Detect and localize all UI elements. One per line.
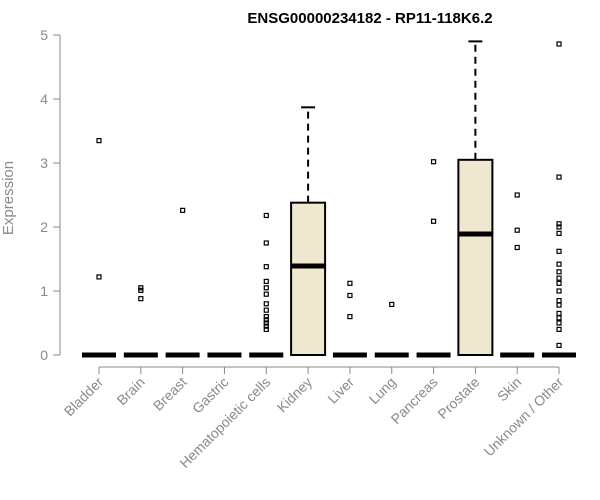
outlier-point	[430, 218, 437, 224]
outlier-point	[556, 326, 562, 332]
y-tick-label: 0	[40, 347, 48, 363]
x-tick-label: Liver	[324, 374, 357, 407]
box-group	[82, 138, 116, 358]
outlier-point	[556, 248, 562, 254]
outlier-point	[556, 275, 562, 281]
x-tick-label: Skin	[494, 374, 525, 405]
box-group	[123, 285, 158, 358]
x-tick-label: Bladder	[61, 374, 107, 420]
outlier-point	[138, 296, 144, 302]
outlier-point	[263, 326, 269, 332]
y-axis: 0 1 2 3 4 5	[40, 27, 61, 363]
outlier-point	[556, 310, 562, 316]
outlier-point	[347, 280, 353, 286]
outlier-point	[96, 138, 102, 144]
outlier-point	[263, 212, 269, 219]
y-tick-label: 2	[40, 219, 48, 235]
box-group	[332, 280, 367, 358]
box	[290, 201, 327, 356]
outlier-point	[347, 314, 353, 320]
y-axis-label: Expression	[0, 161, 17, 235]
outlier-point	[556, 302, 562, 308]
outlier-point	[556, 261, 562, 267]
outlier-point	[263, 320, 269, 326]
y-tick-label: 3	[40, 155, 48, 171]
outlier-point	[556, 224, 562, 230]
outlier-point	[514, 192, 520, 198]
x-tick-label: Brain	[114, 374, 148, 408]
box-group	[457, 40, 494, 356]
outlier-point	[514, 227, 520, 233]
outlier-point	[556, 174, 562, 180]
outlier-point	[263, 314, 269, 320]
outlier-point	[389, 301, 395, 308]
y-tick-label: 4	[40, 91, 48, 107]
outlier-point	[263, 264, 269, 270]
outlier-point	[263, 317, 269, 323]
outlier-point	[263, 240, 269, 246]
y-tick-label: 5	[40, 27, 48, 43]
box-group	[500, 192, 535, 358]
outlier-point	[263, 307, 269, 313]
outlier-point	[556, 342, 562, 348]
outlier-point	[180, 207, 186, 213]
box-group	[416, 159, 451, 358]
x-tick-label: Breast	[150, 374, 190, 414]
outlier-point	[556, 320, 562, 326]
box	[457, 158, 494, 356]
outlier-point	[96, 274, 102, 280]
outlier-point	[556, 269, 562, 275]
chart-title: ENSG00000234182 - RP11-118K6.2	[247, 10, 492, 27]
outlier-point	[347, 292, 353, 299]
outlier-point	[263, 285, 269, 291]
outlier-point	[556, 288, 562, 294]
outlier-point	[514, 244, 520, 251]
x-tick-label: Lung	[366, 374, 399, 407]
outlier-point	[263, 323, 269, 329]
outlier-point	[556, 230, 562, 236]
x-tick-label: Prostate	[434, 374, 482, 422]
outlier-point	[263, 291, 269, 297]
box-group	[165, 207, 200, 358]
outlier-point	[556, 280, 562, 286]
outlier-point	[556, 315, 562, 321]
outlier-point	[430, 159, 437, 165]
outlier-point	[263, 301, 269, 307]
box-group	[290, 106, 327, 356]
box-group	[542, 41, 577, 358]
x-tick-label: Kidney	[274, 374, 316, 416]
box-group	[249, 212, 284, 358]
outlier-point	[263, 278, 269, 284]
outlier-point	[138, 285, 144, 291]
plot-area	[82, 40, 577, 358]
outlier-point	[556, 298, 562, 304]
box-group	[374, 301, 409, 358]
outlier-point	[556, 41, 562, 47]
y-tick-label: 1	[40, 283, 48, 299]
x-tick-label: Unknown / Other	[481, 374, 567, 460]
outlier-point	[556, 221, 562, 227]
